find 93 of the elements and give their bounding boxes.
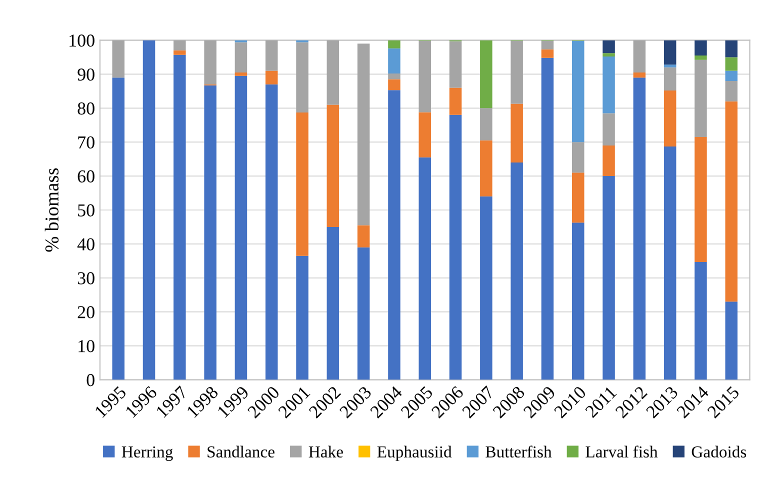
bar [112, 78, 124, 380]
bar [234, 42, 248, 72]
bar [388, 90, 400, 380]
bar [296, 42, 308, 113]
bar [142, 40, 156, 380]
bar [602, 176, 615, 380]
bar [725, 80, 738, 102]
y-tick-label: 80 [78, 102, 94, 115]
bar [174, 54, 186, 380]
legend-label: Herring [122, 446, 173, 461]
y-tick-label: 100 [70, 34, 94, 47]
bar [204, 85, 216, 380]
bar [449, 41, 462, 88]
y-tick-label: 30 [78, 272, 94, 284]
bar [694, 40, 707, 56]
bar [664, 146, 676, 380]
bar [541, 58, 554, 380]
bar [633, 72, 646, 78]
bar [694, 137, 707, 262]
bar [296, 112, 308, 256]
bar [357, 44, 370, 226]
bar [541, 40, 554, 50]
bar [725, 70, 738, 81]
bar [112, 40, 124, 78]
bar [725, 40, 738, 58]
bar [357, 225, 370, 248]
bar [694, 60, 707, 138]
y-tick-label: 10 [78, 340, 94, 352]
legend-label: Sandlance [208, 446, 274, 458]
bar [265, 70, 278, 84]
bar [602, 56, 615, 114]
y-tick-label: 50 [78, 204, 94, 216]
bar [541, 49, 554, 58]
bar [633, 78, 646, 380]
bar [694, 56, 707, 60]
bar [234, 72, 248, 76]
y-axis-title: % biomass [44, 168, 59, 252]
bar [664, 90, 676, 147]
x-tick-label: 2011 [584, 386, 617, 418]
bar [265, 40, 278, 71]
bar [326, 226, 340, 380]
bar [296, 256, 308, 380]
bar [602, 53, 615, 57]
bar [449, 88, 462, 115]
bar [388, 74, 400, 80]
bar [480, 108, 492, 140]
bar [602, 113, 615, 146]
bar [480, 40, 492, 108]
bar [510, 40, 523, 104]
bar [633, 40, 646, 72]
bar [174, 50, 186, 55]
y-tick-label: 70 [78, 136, 94, 149]
legend-label: Gadoids [692, 446, 746, 458]
bar [265, 84, 278, 380]
bar [388, 48, 400, 74]
bar [480, 196, 492, 380]
bar [480, 140, 492, 196]
bar [725, 302, 738, 380]
bar [725, 57, 738, 71]
bar [572, 172, 584, 223]
bar [204, 40, 216, 84]
bar [418, 157, 432, 380]
bar [357, 247, 370, 380]
bar [234, 76, 248, 380]
bar [510, 162, 523, 380]
y-tick-label: 40 [77, 238, 94, 250]
legend-label: Larval fish [586, 446, 658, 458]
bar [725, 101, 738, 302]
bar [449, 114, 462, 380]
bar [510, 104, 523, 162]
bar [694, 262, 707, 380]
legend-label: Butterfish [486, 446, 552, 458]
y-tick-label: 90 [78, 68, 94, 81]
y-tick-label: 60 [78, 170, 94, 182]
bar [326, 104, 340, 227]
bar [418, 112, 432, 158]
bar [418, 40, 432, 112]
bar [664, 40, 676, 65]
bar [572, 222, 584, 380]
bar [664, 67, 676, 90]
bar [174, 40, 186, 50]
bar [326, 40, 340, 105]
legend-label: Hake [308, 446, 343, 458]
bar [572, 40, 584, 142]
bar [388, 40, 400, 48]
bar [664, 64, 676, 68]
legend-label: Euphausiid [377, 446, 452, 461]
bar [572, 142, 584, 173]
y-tick-label: 0 [86, 374, 94, 386]
bar [602, 40, 615, 54]
bar [602, 145, 615, 176]
bar [388, 79, 400, 90]
y-tick-label: 20 [78, 306, 94, 318]
